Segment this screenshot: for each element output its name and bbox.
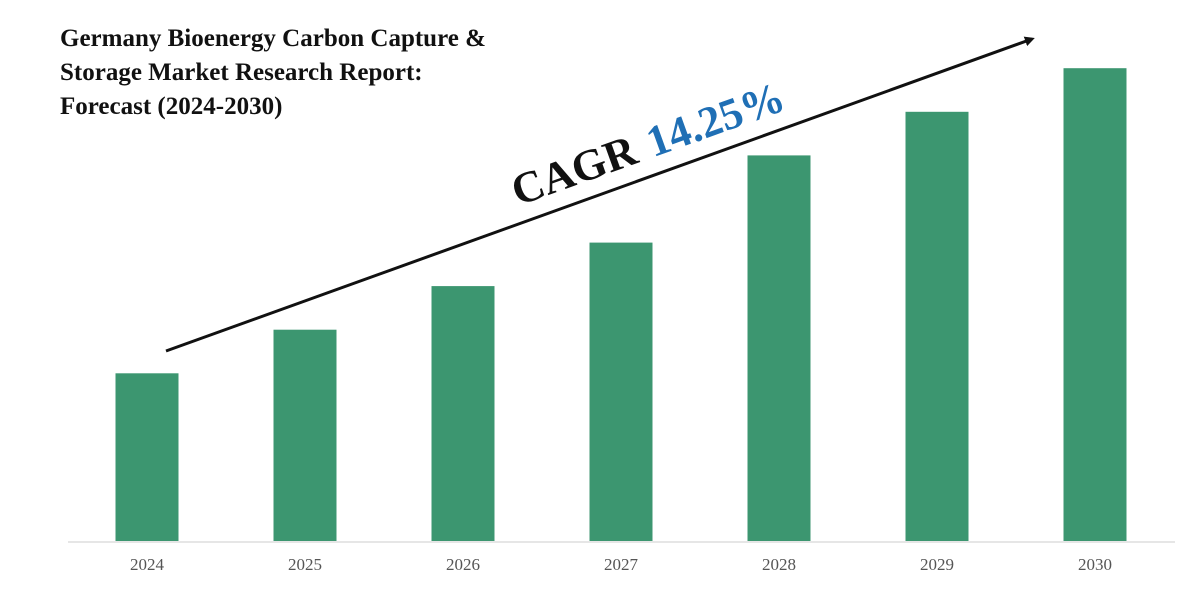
trend-arrow — [165, 36, 1035, 353]
chart-title-line-2: Storage Market Research Report: — [60, 59, 423, 86]
chart-title-line-1: Germany Bioenergy Carbon Capture & — [60, 25, 486, 52]
cagr-label: CAGR — [505, 125, 645, 215]
bar-2024 — [115, 373, 179, 541]
chart-title-line-3: Forecast (2024-2030) — [60, 93, 282, 120]
bar-2029 — [905, 111, 969, 542]
x-axis-ticks: 2024 2025 2026 2027 2028 2029 2030 — [130, 555, 1112, 574]
x-tick-label-2026: 2026 — [446, 555, 480, 574]
bar-2025 — [273, 329, 337, 541]
bar-2026 — [431, 286, 495, 541]
x-tick-label-2028: 2028 — [762, 555, 796, 574]
x-tick-label-2024: 2024 — [130, 555, 165, 574]
chart-title: Germany Bioenergy Carbon Capture & Stora… — [60, 25, 486, 120]
bar-2028 — [747, 155, 811, 541]
x-tick-label-2030: 2030 — [1078, 555, 1112, 574]
x-tick-label-2029: 2029 — [920, 555, 954, 574]
bars — [115, 68, 1127, 542]
bar-2027 — [589, 242, 653, 541]
x-tick-label-2027: 2027 — [604, 555, 639, 574]
x-tick-label-2025: 2025 — [288, 555, 322, 574]
bar-2030 — [1063, 68, 1127, 541]
